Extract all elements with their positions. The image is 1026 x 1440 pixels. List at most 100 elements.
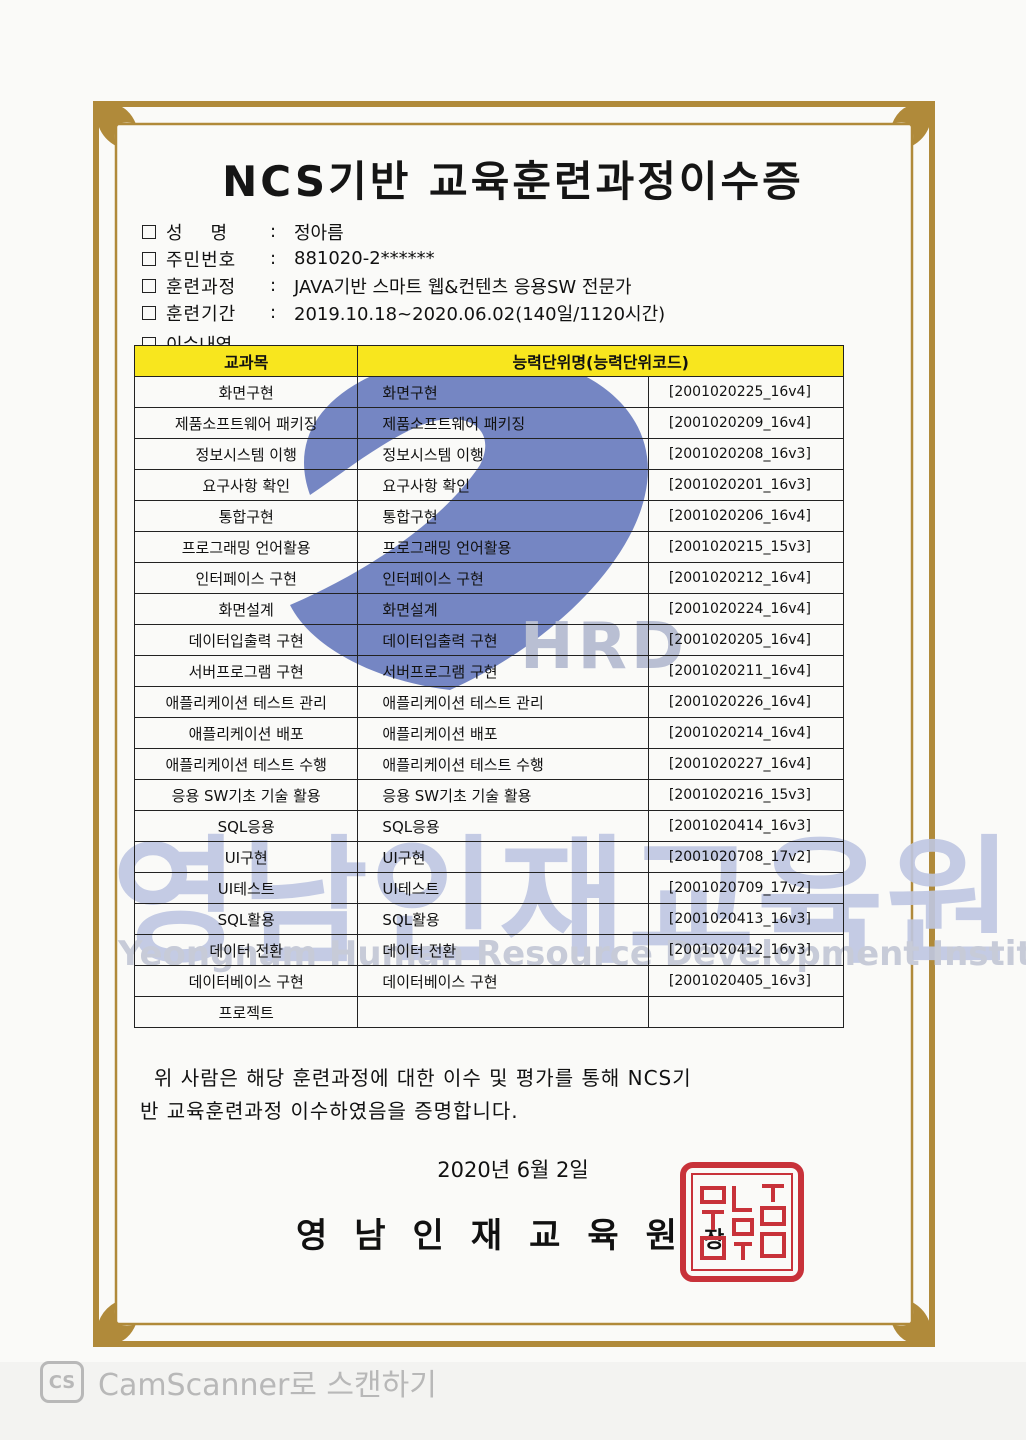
unit-cell: 데이터입출력 구현 xyxy=(357,624,649,656)
info-row-id: 주민번호 : 881020-2****** xyxy=(142,245,665,272)
table-row: 화면구현 화면구현 [2001020225_16v4] xyxy=(133,376,845,408)
subject-cell: 서버프로그램 구현 xyxy=(133,655,359,687)
subject-cell: 애플리케이션 테스트 수행 xyxy=(133,748,359,780)
issue-date: 2020년 6월 2일 xyxy=(437,1158,589,1182)
table-row: 애플리케이션 테스트 수행 애플리케이션 테스트 수행 [2001020227_16… xyxy=(133,748,845,780)
table-row: UI구현 UI구현 [2001020708_17v2] xyxy=(133,841,845,873)
code-cell: [2001020201_16v3] xyxy=(647,469,845,501)
table-row: 프로그래밍 언어활용 프로그래밍 언어활용 [2001020215_15v3] xyxy=(133,531,845,563)
checkbox-icon xyxy=(142,251,156,266)
table-header-row: 교과목 능력단위명(능력단위코드) xyxy=(133,345,844,377)
subject-cell: 데이터 전환 xyxy=(133,934,359,966)
table-row: SQL활용 SQL활용 [2001020413_16v3] xyxy=(133,903,845,935)
subject-cell: UI구현 xyxy=(133,841,359,873)
certification-statement: 위 사람은 해당 훈련과정에 대한 이수 및 평가를 통해 NCS기 반 교육훈… xyxy=(140,1062,840,1128)
table-row: 요구사항 확인 요구사항 확인 [2001020201_16v3] xyxy=(133,469,845,501)
unit-cell: 애플리케이션 테스트 관리 xyxy=(357,686,649,718)
table-row: SQL응용 SQL응용 [2001020414_16v3] xyxy=(133,810,845,842)
subject-cell: 데이터입출력 구현 xyxy=(133,624,359,656)
code-cell: [2001020214_16v4] xyxy=(647,717,845,749)
code-cell: [2001020227_16v4] xyxy=(647,748,845,780)
code-cell: [2001020212_16v4] xyxy=(647,562,845,594)
header-unit: 능력단위명(능력단위코드) xyxy=(357,345,844,377)
code-cell: [2001020413_16v3] xyxy=(647,903,845,935)
unit-cell: 제품소프트웨어 패키징 xyxy=(357,407,649,439)
subject-cell: SQL응용 xyxy=(133,810,359,842)
unit-cell: 프로그래밍 언어활용 xyxy=(357,531,649,563)
table-row: UI테스트 UI테스트 [2001020709_17v2] xyxy=(133,872,845,904)
camscanner-text: CamScanner로 스캔하기 xyxy=(98,1368,437,1403)
table-row: 서버프로그램 구현 서버프로그램 구현 [2001020211_16v4] xyxy=(133,655,845,687)
subject-cell: 애플리케이션 배포 xyxy=(133,717,359,749)
issuer-org: 영남인재교육원 xyxy=(296,1216,704,1256)
table-row: 제품소프트웨어 패키징 제품소프트웨어 패키징 [2001020209_16v4] xyxy=(133,407,845,439)
code-cell: [2001020709_17v2] xyxy=(647,872,845,904)
subject-cell: 정보시스템 이행 xyxy=(133,438,359,470)
code-cell: [2001020209_16v4] xyxy=(647,407,845,439)
table-row: 데이터 전환 데이터 전환 [2001020412_16v3] xyxy=(133,934,845,966)
subject-cell: 인터페이스 구현 xyxy=(133,562,359,594)
gold-frame xyxy=(93,101,935,1347)
unit-cell: 애플리케이션 테스트 수행 xyxy=(357,748,649,780)
unit-cell: 데이터 전환 xyxy=(357,934,649,966)
unit-cell: UI구현 xyxy=(357,841,649,873)
field-label: 훈련기간 xyxy=(166,303,237,325)
subject-cell: UI테스트 xyxy=(133,872,359,904)
code-cell: [2001020405_16v3] xyxy=(647,965,845,997)
table-row: 프로젝트 xyxy=(133,996,845,1028)
field-separator: : xyxy=(270,302,277,323)
subject-cell: 응용 SW기초 기술 활용 xyxy=(133,779,359,811)
subject-cell: 프로젝트 xyxy=(133,996,359,1028)
statement-line: 위 사람은 해당 훈련과정에 대한 이수 및 평가를 통해 NCS기 xyxy=(154,1066,692,1090)
subject-cell: 제품소프트웨어 패키징 xyxy=(133,407,359,439)
unit-cell: 서버프로그램 구현 xyxy=(357,655,649,687)
table-row: 데이터베이스 구현 데이터베이스 구현 [2001020405_16v3] xyxy=(133,965,845,997)
code-cell: [2001020211_16v4] xyxy=(647,655,845,687)
table-row: 응용 SW기초 기술 활용 응용 SW기초 기술 활용 [2001020216_15… xyxy=(133,779,845,811)
unit-cell: 인터페이스 구현 xyxy=(357,562,649,594)
field-separator: : xyxy=(270,248,277,269)
statement-line: 반 교육훈련과정 이수하였음을 증명합니다. xyxy=(140,1099,519,1123)
info-block: 성 명 : 정아름 주민번호 : 881020-2****** 훈련과정 : J… xyxy=(142,218,665,357)
table-row: 인터페이스 구현 인터페이스 구현 [2001020212_16v4] xyxy=(133,562,845,594)
completion-table: 교과목 능력단위명(능력단위코드) 화면구현 화면구현 [2001020225_16… xyxy=(133,345,845,1028)
table-row: 데이터입출력 구현 데이터입출력 구현 [2001020205_16v4] xyxy=(133,624,845,656)
code-cell xyxy=(647,996,845,1028)
code-cell: [2001020414_16v3] xyxy=(647,810,845,842)
subject-cell: 화면설계 xyxy=(133,593,359,625)
code-cell: [2001020224_16v4] xyxy=(647,593,845,625)
unit-cell: 통합구현 xyxy=(357,500,649,532)
corner-ornaments xyxy=(95,103,933,1345)
field-separator: : xyxy=(270,221,277,242)
field-separator: : xyxy=(270,275,277,296)
subject-cell: 화면구현 xyxy=(133,376,359,408)
table-row: 정보시스템 이행 정보시스템 이행 [2001020208_16v3] xyxy=(133,438,845,470)
camscanner-watermark: CS CamScanner로 스캔하기 xyxy=(40,1360,437,1404)
table-row: 화면설계 화면설계 [2001020224_16v4] xyxy=(133,593,845,625)
table-row: 애플리케이션 테스트 관리 애플리케이션 테스트 관리 [2001020226_16… xyxy=(133,686,845,718)
camscanner-logo-icon: CS xyxy=(40,1361,84,1403)
table-row: 애플리케이션 배포 애플리케이션 배포 [2001020214_16v4] xyxy=(133,717,845,749)
official-seal xyxy=(680,1162,804,1282)
unit-cell: 데이터베이스 구현 xyxy=(357,965,649,997)
code-cell: [2001020216_15v3] xyxy=(647,779,845,811)
unit-cell: 요구사항 확인 xyxy=(357,469,649,501)
unit-cell: SQL활용 xyxy=(357,903,649,935)
field-value: JAVA기반 스마트 웹&컨텐츠 응용SW 전문가 xyxy=(294,276,632,298)
code-cell: [2001020215_15v3] xyxy=(647,531,845,563)
checkbox-icon xyxy=(142,305,156,320)
info-row-course: 훈련과정 : JAVA기반 스마트 웹&컨텐츠 응용SW 전문가 xyxy=(142,272,665,299)
code-cell: [2001020412_16v3] xyxy=(647,934,845,966)
subject-cell: 데이터베이스 구현 xyxy=(133,965,359,997)
unit-cell: UI테스트 xyxy=(357,872,649,904)
code-cell: [2001020708_17v2] xyxy=(647,841,845,873)
code-cell: [2001020226_16v4] xyxy=(647,686,845,718)
subject-cell: 통합구현 xyxy=(133,500,359,532)
subject-cell: 애플리케이션 테스트 관리 xyxy=(133,686,359,718)
checkbox-icon xyxy=(142,224,156,239)
field-label: 성 명 xyxy=(166,222,229,244)
certificate-title: NCS기반 교육훈련과정이수증 xyxy=(222,157,804,206)
unit-cell xyxy=(357,996,649,1028)
info-row-period: 훈련기간 : 2019.10.18~2020.06.02(140일/1120시간… xyxy=(142,299,665,326)
field-label: 훈련과정 xyxy=(166,276,237,298)
